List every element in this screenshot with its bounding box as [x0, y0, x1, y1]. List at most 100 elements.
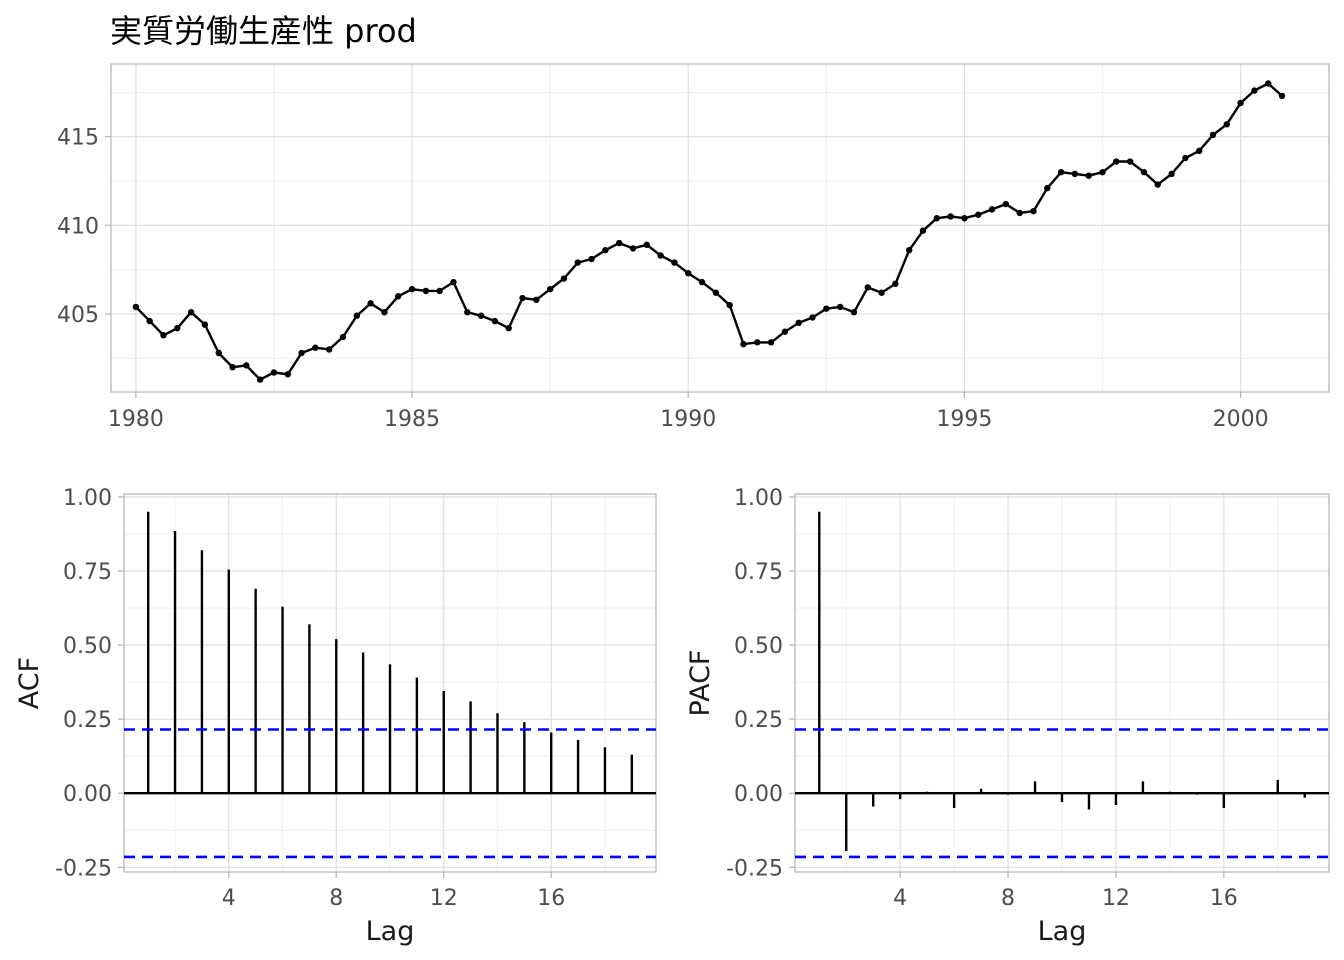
x-tick-label: 1980: [108, 407, 164, 432]
x-axis-label: Lag: [366, 916, 415, 947]
y-tick-label: 0.75: [734, 560, 783, 585]
data-point: [1223, 121, 1231, 128]
y-tick-label: 410: [57, 214, 99, 239]
x-tick-label: 2000: [1213, 407, 1269, 432]
data-point: [657, 252, 664, 259]
data-point: [187, 309, 195, 316]
panel-border: [110, 63, 1330, 393]
series-line: [135, 82, 1283, 381]
data-point: [588, 255, 595, 263]
data-point: [215, 349, 222, 357]
data-point: [781, 328, 789, 335]
data-point: [864, 284, 871, 291]
data-point: [975, 211, 982, 218]
data-point: [367, 300, 374, 307]
data-point: [712, 289, 720, 296]
y-axis-label: ACF: [14, 657, 45, 709]
y-tick-label: 0.00: [63, 782, 112, 807]
data-point: [1016, 209, 1023, 217]
y-tick-label: -0.25: [55, 856, 112, 881]
data-point: [1099, 168, 1106, 176]
x-axis-label: Lag: [1038, 916, 1087, 947]
data-point: [256, 376, 264, 383]
data-point: [533, 296, 540, 304]
data-point: [395, 293, 402, 300]
data-point: [243, 362, 250, 369]
x-tick-label: 12: [1102, 886, 1130, 911]
data-point: [726, 301, 733, 309]
x-tick-label: 4: [893, 886, 907, 911]
data-point: [1154, 181, 1161, 188]
data-point: [795, 319, 802, 327]
data-point: [1002, 200, 1010, 208]
data-point: [477, 312, 485, 319]
data-point: [629, 245, 637, 252]
data-point: [754, 339, 761, 346]
data-point: [298, 349, 305, 357]
y-tick-label: -0.25: [726, 856, 783, 881]
y-tick-label: 1.00: [734, 486, 783, 511]
data-point: [698, 278, 706, 286]
data-point: [229, 363, 236, 371]
pacf-panel: 4 8 12 16 -0.25 0.00 0.25 0.50 0.75 1.00 Lag PACF: [685, 486, 1330, 947]
time-series-panel: 1980 1985 1990 1995 2000 405 410 415: [57, 63, 1330, 432]
panel-border: [123, 493, 657, 873]
data-point: [1044, 184, 1051, 192]
acf-panel: 4 8 12 16 -0.25 0.00 0.25 0.50 0.75 1.00 Lag ACF: [14, 486, 657, 947]
data-point: [505, 324, 512, 332]
data-point: [1113, 158, 1120, 165]
y-tick-label: 0.50: [734, 634, 783, 659]
y-tick-label: 0.25: [63, 708, 112, 733]
y-axis-label: PACF: [685, 650, 716, 717]
y-tick-label: 0.50: [63, 634, 112, 659]
data-point: [546, 285, 554, 293]
data-point: [339, 333, 347, 341]
data-point: [919, 227, 927, 234]
data-point: [1057, 168, 1065, 176]
data-point: [1278, 92, 1286, 100]
data-point: [450, 278, 457, 286]
data-point: [284, 371, 291, 378]
data-point: [1265, 80, 1272, 87]
data-point: [1071, 170, 1079, 178]
data-point: [615, 239, 623, 247]
data-point: [905, 246, 913, 254]
x-tick-label: 16: [537, 886, 565, 911]
data-point: [270, 369, 278, 376]
data-point: [464, 309, 471, 316]
data-point: [823, 305, 830, 312]
data-point: [381, 309, 388, 316]
data-point: [353, 312, 361, 319]
data-point: [1237, 99, 1244, 107]
data-point: [878, 289, 885, 296]
data-point: [1126, 158, 1134, 165]
x-tick-label: 8: [1001, 886, 1015, 911]
data-point: [1182, 154, 1189, 162]
data-point: [422, 287, 430, 295]
data-point: [602, 246, 609, 254]
data-point: [436, 287, 443, 295]
data-point: [1168, 170, 1175, 178]
data-point: [933, 215, 941, 222]
y-tick-label: 415: [57, 126, 99, 151]
data-point: [988, 206, 996, 213]
x-tick-label: 1985: [384, 407, 440, 432]
data-point: [519, 294, 526, 302]
data-point: [836, 303, 844, 311]
data-point: [892, 280, 899, 288]
y-tick-label: 405: [57, 303, 99, 328]
x-tick-label: 16: [1210, 886, 1238, 911]
y-tick-label: 0.75: [63, 560, 112, 585]
x-tick-label: 8: [329, 886, 343, 911]
data-point: [809, 314, 816, 321]
data-point: [767, 339, 775, 346]
x-tick-label: 12: [430, 886, 458, 911]
data-point: [1030, 207, 1037, 215]
data-point: [685, 270, 692, 277]
x-tick-label: 4: [222, 886, 236, 911]
data-point: [132, 303, 140, 311]
x-tick-label: 1990: [660, 407, 716, 432]
data-point: [671, 259, 678, 266]
y-tick-label: 0.25: [734, 708, 783, 733]
